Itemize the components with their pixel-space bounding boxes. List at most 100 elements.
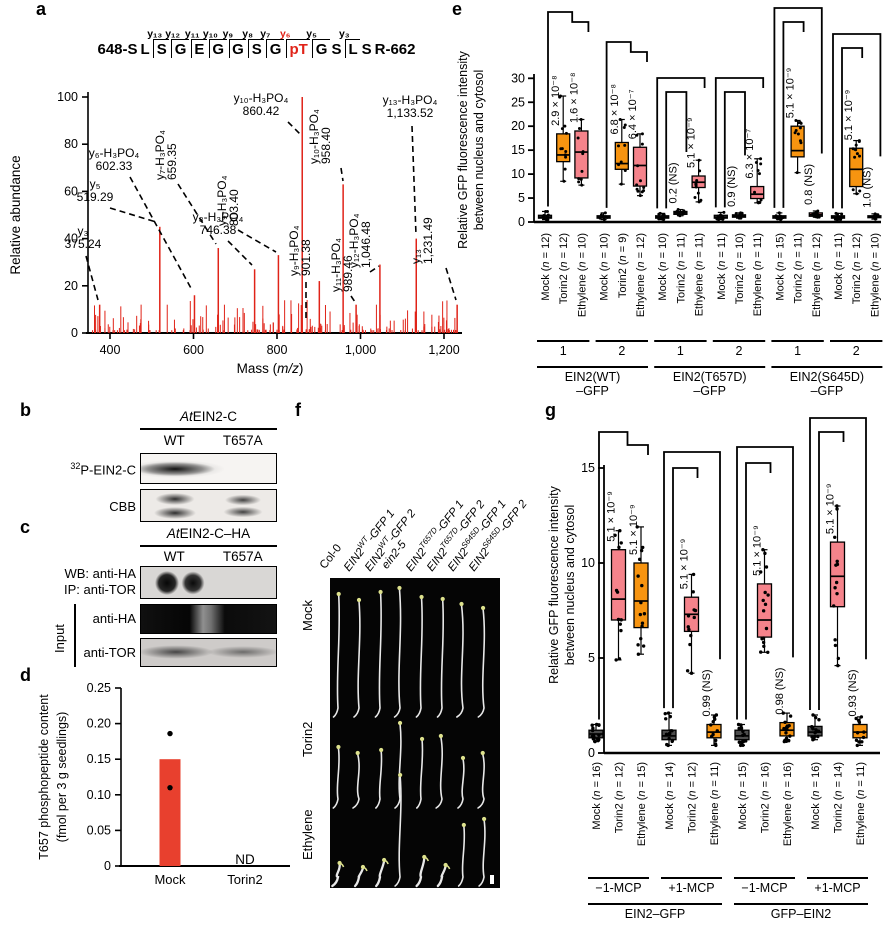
box-column	[731, 211, 747, 220]
panel-c-letter: c	[20, 517, 31, 537]
box-column	[673, 208, 688, 218]
svg-text:−1-MCP: −1-MCP	[741, 881, 787, 895]
box-column	[588, 722, 604, 744]
svg-text:519.29: 519.29	[77, 190, 114, 204]
box-column	[632, 132, 648, 198]
significance-bracket: 5.1 × 10⁻⁹ 0.2 (NS)	[656, 77, 706, 209]
svg-text:Ethylene (n = 12): Ethylene (n = 12)	[811, 233, 823, 317]
svg-text:1,200: 1,200	[428, 343, 459, 357]
svg-text:1.0 (NS): 1.0 (NS)	[861, 167, 873, 208]
svg-text:5.1 × 10⁻⁹: 5.1 × 10⁻⁹	[843, 90, 855, 141]
svg-text:5.1 × 10⁻⁹: 5.1 × 10⁻⁹	[825, 484, 837, 535]
svg-text:0: 0	[71, 326, 78, 340]
c-header-rule	[140, 545, 277, 547]
ion-label: y₅	[306, 28, 317, 40]
sequence-residue: R-662	[374, 41, 416, 58]
seedling	[457, 758, 465, 809]
ion-label: y₈	[242, 28, 254, 40]
svg-text:Relative GFP fluorescence inte: Relative GFP fluorescence intensity	[547, 485, 561, 684]
seedling	[332, 747, 340, 809]
seedling	[436, 599, 445, 718]
box-column	[808, 209, 823, 219]
ion-label: y₁₂	[165, 28, 181, 40]
scale-bar	[490, 875, 494, 884]
seedling	[394, 775, 402, 887]
svg-text:1,000: 1,000	[345, 343, 376, 357]
box-column	[734, 722, 750, 748]
b-row1-label: 32P-EIN2-C	[10, 461, 136, 477]
svg-text:Mock (n = 14): Mock (n = 14)	[664, 762, 676, 830]
svg-text:–GFP: –GFP	[693, 384, 726, 398]
axis: 0 5 10 15 Relative GFP fluorescence intensit…	[547, 461, 880, 760]
seedling-tip	[459, 601, 464, 607]
svg-text:800: 800	[267, 343, 288, 357]
box-column	[683, 572, 700, 675]
input-label: Input	[52, 624, 67, 653]
svg-text:1,231.49: 1,231.49	[421, 217, 435, 264]
svg-text:y₁₁-H₃PO₄: y₁₁-H₃PO₄	[329, 238, 343, 292]
spectrum-plot: 0 20 40 60 80 100 400 600 800 1,000 1,200 Mass (m/z…	[8, 90, 462, 376]
svg-text:5.1 × 10⁻⁹: 5.1 × 10⁻⁹	[628, 504, 640, 555]
seedling	[353, 866, 365, 888]
seedling	[352, 753, 360, 809]
box-column	[574, 117, 589, 187]
seedling	[477, 753, 485, 809]
box-column	[706, 713, 722, 748]
svg-text:between nucleus and cytosol: between nucleus and cytosol	[563, 505, 577, 666]
svg-text:T657 phosphopeptide content: T657 phosphopeptide content	[37, 694, 51, 860]
ion-label: y₁₃	[147, 28, 163, 40]
svg-text:EIN2(S645D): EIN2(S645D)	[790, 370, 864, 384]
svg-text:Torin2 (n = 16): Torin2 (n = 16)	[760, 762, 772, 833]
box-column	[830, 211, 846, 222]
box-column	[633, 525, 649, 656]
svg-text:Torin2 (n = 9): Torin2 (n = 9)	[617, 233, 629, 298]
box-column	[556, 94, 571, 183]
panel-d-letter: d	[20, 665, 31, 685]
svg-text:Torin2 (n = 14): Torin2 (n = 14)	[833, 762, 845, 833]
seedling	[435, 736, 444, 809]
seedling-tip	[419, 594, 424, 600]
seedling-tip	[378, 589, 383, 595]
panel-a-letter: a	[36, 0, 47, 19]
svg-text:y₁₂-H₃PO₄: y₁₂-H₃PO₄	[347, 213, 361, 268]
svg-text:0.98 (NS): 0.98 (NS)	[774, 668, 786, 715]
panel-b-letter: b	[20, 400, 31, 420]
b-header-species: At	[179, 409, 193, 424]
box-column	[807, 713, 823, 742]
significance-bracket: 5.1 × 10⁻⁹ 5.1 × 10⁻⁹	[598, 431, 649, 720]
seedling-tip	[482, 816, 487, 822]
seedling-tip	[355, 750, 360, 756]
sequence-residue: L	[140, 41, 150, 58]
svg-text:5.1 × 10⁻⁹: 5.1 × 10⁻⁹	[606, 491, 618, 542]
svg-text:Mock (n = 16): Mock (n = 16)	[591, 762, 603, 830]
svg-text:659.35: 659.35	[165, 143, 179, 180]
svg-text:Ethylene (n = 11): Ethylene (n = 11)	[855, 762, 867, 845]
svg-text:0.9 (NS): 0.9 (NS)	[726, 166, 738, 207]
box-column	[829, 504, 846, 668]
panel-e-letter: e	[452, 0, 463, 19]
panel-e-boxplot: 0 5 10 15 20 25 30 Relative GFP fluorescence in…	[456, 7, 883, 398]
svg-text:10: 10	[511, 167, 525, 181]
svg-text:5.1 × 10⁻⁹: 5.1 × 10⁻⁹	[752, 525, 764, 576]
box-column	[772, 211, 787, 222]
svg-text:0.2 (NS): 0.2 (NS)	[667, 162, 679, 203]
svg-text:Mock (n = 10): Mock (n = 10)	[599, 233, 611, 301]
sequence-residue: pT y₆	[280, 28, 311, 58]
svg-text:Mock (n = 11): Mock (n = 11)	[716, 233, 728, 300]
seedling	[375, 859, 386, 888]
box-column	[655, 211, 670, 222]
svg-text:10: 10	[581, 556, 595, 570]
svg-text:Torin2 (n = 12): Torin2 (n = 12)	[687, 762, 699, 833]
box-column	[867, 212, 882, 221]
seedling	[436, 864, 447, 888]
svg-text:1: 1	[560, 344, 567, 358]
svg-text:Torin2 (n = 11): Torin2 (n = 11)	[793, 233, 805, 303]
svg-text:15: 15	[581, 461, 595, 475]
ion-label: y₃	[338, 28, 350, 40]
